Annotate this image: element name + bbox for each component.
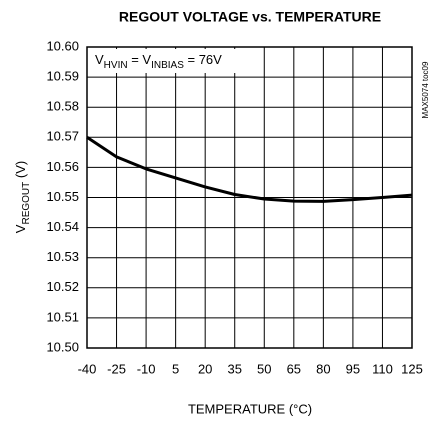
y-tick-label: 10.54 (46, 219, 79, 234)
y-tick-label: 10.56 (46, 159, 79, 174)
plot-frame (86, 46, 413, 349)
x-tick-label: -40 (78, 361, 97, 376)
annotation: VHVIN = VINBIAS = 76V (95, 52, 222, 70)
x-tick-label: 35 (227, 361, 241, 376)
x-tick-label: 5 (172, 361, 179, 376)
annotation-part: INBIAS (151, 60, 184, 71)
y-label-rest: (V) (13, 161, 28, 182)
x-tick-label: 20 (198, 361, 212, 376)
y-tick-label: 10.52 (46, 279, 79, 294)
x-tick-label: -25 (107, 361, 126, 376)
y-tick-label: 10.51 (46, 309, 79, 324)
y-label-main: V (13, 224, 28, 233)
annotation-part: = 76V (184, 52, 222, 67)
chart-title: REGOUT VOLTAGE vs. TEMPERATURE (119, 9, 381, 25)
x-tick-label: 80 (316, 361, 330, 376)
y-tick-label: 10.53 (46, 249, 79, 264)
x-tick-label: 110 (372, 361, 393, 376)
y-tick-label: 10.57 (46, 129, 79, 144)
annotation-bg (89, 49, 255, 73)
y-tick-label: 10.55 (46, 189, 79, 204)
y-tick-label: 10.60 (46, 38, 79, 53)
y-tick-label: 10.59 (46, 69, 79, 84)
y-tick-label: 10.50 (46, 339, 79, 354)
x-tick-label: 50 (257, 361, 271, 376)
annotation-part: = V (128, 52, 152, 67)
y-tick-label: 10.58 (46, 99, 79, 114)
x-tick-label: 95 (346, 361, 360, 376)
y-axis-label: VREGOUT (V) (13, 161, 31, 233)
data-line (86, 136, 413, 203)
side-note: MAX5074 toc09 (421, 61, 430, 118)
y-label-sub: REGOUT (21, 182, 32, 225)
annotation-part: V (95, 52, 104, 67)
x-tick-label: 65 (287, 361, 301, 376)
x-axis-label: TEMPERATURE (°C) (188, 401, 312, 416)
x-tick-label: 125 (401, 361, 423, 376)
annotation-part: HVIN (104, 60, 128, 71)
x-tick-label: -10 (137, 361, 156, 376)
